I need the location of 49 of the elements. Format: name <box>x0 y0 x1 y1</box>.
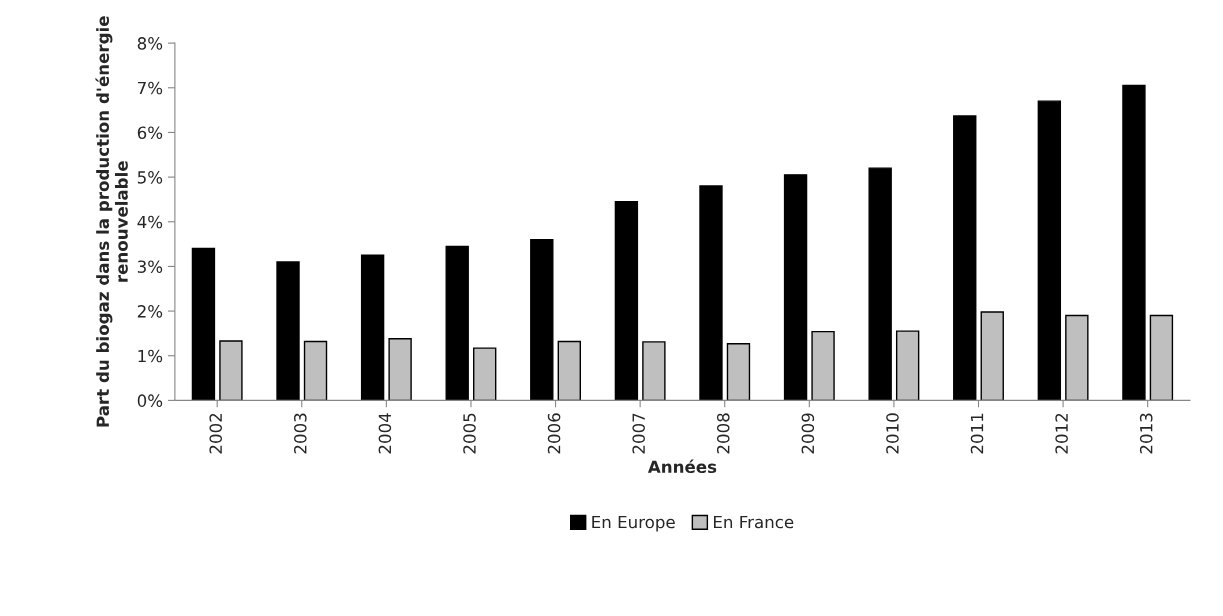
bar <box>388 338 412 401</box>
y-tick-label: 5% <box>137 171 163 184</box>
bar <box>1149 314 1174 401</box>
bar <box>614 200 639 401</box>
x-tick-label: 2012 <box>1055 413 1068 454</box>
bar <box>783 174 808 401</box>
y-tick-label: 7% <box>138 81 163 95</box>
x-tick-label: 2003 <box>294 413 307 454</box>
bar <box>473 347 497 401</box>
bar <box>191 247 216 401</box>
x-tick-label: 2002 <box>209 413 223 454</box>
bar <box>895 330 920 401</box>
x-tick-label: 2007 <box>632 413 645 454</box>
bar <box>530 238 554 401</box>
y-tick-label: 1% <box>138 349 163 363</box>
y-tick-label: 3% <box>137 260 163 273</box>
y-tick-label: 6% <box>137 126 163 140</box>
y-tick-label: 4% <box>137 215 163 229</box>
bar <box>303 340 328 401</box>
x-tick-label: 2005 <box>463 413 476 454</box>
bar <box>1122 84 1146 401</box>
legend-label: En Europe <box>592 515 675 532</box>
bar <box>980 311 1004 401</box>
y-tick-label: 8% <box>137 37 163 50</box>
x-tick-label: 2008 <box>716 413 730 454</box>
bar <box>360 254 385 401</box>
bar <box>699 185 723 401</box>
bar <box>726 342 751 401</box>
bar <box>1037 100 1062 401</box>
bar <box>276 261 300 401</box>
bar <box>868 167 892 401</box>
bar <box>1065 314 1089 401</box>
x-tick-label: 2009 <box>801 413 815 454</box>
x-tick-label: 2010 <box>886 413 899 454</box>
bar <box>642 341 666 401</box>
y-tick-label: 0% <box>137 394 163 407</box>
bar <box>953 115 977 401</box>
x-axis-title: Années <box>647 459 717 474</box>
bar <box>445 245 469 401</box>
x-tick-label: 2011 <box>970 413 984 454</box>
bar <box>557 340 581 401</box>
x-tick-label: 2013 <box>1139 413 1153 454</box>
y-tick-label: 2% <box>137 305 163 318</box>
bar <box>811 330 835 401</box>
legend-label: En France <box>713 515 794 529</box>
y-axis-title: Part du biogaz dans la production d'énergie renouvelable <box>95 16 128 427</box>
x-tick-label: 2004 <box>378 413 392 454</box>
x-tick-label: 2006 <box>547 413 561 454</box>
bar <box>219 340 243 401</box>
